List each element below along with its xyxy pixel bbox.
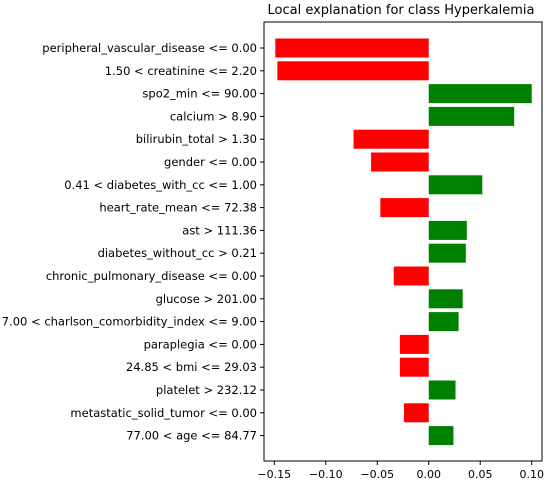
bar-1 [277, 61, 429, 81]
y-tick-label-13: paraplegia <= 0.00 [144, 337, 257, 351]
bar-17 [428, 426, 454, 446]
y-tick-label-14: 24.85 < bmi <= 29.03 [126, 360, 257, 374]
y-tick-label-2: spo2_min <= 90.00 [142, 87, 257, 101]
y-tick-label-4: bilirubin_total > 1.30 [136, 132, 257, 146]
x-axis: −0.15 −0.10 −0.05 0.00 0.05 0.10 [257, 461, 544, 481]
bar-9 [428, 243, 466, 263]
y-tick-labels: peripheral_vascular_disease <= 0.00 1.50 … [2, 41, 264, 443]
bar-0 [275, 38, 429, 58]
bar-8 [428, 220, 467, 240]
y-tick-label-9: diabetes_without_cc > 0.21 [98, 246, 257, 260]
y-tick-label-16: metastatic_solid_tumor <= 0.00 [70, 406, 257, 420]
x-tick-label-4: 0.05 [468, 468, 493, 481]
y-tick-label-8: ast > 111.36 [182, 223, 257, 237]
y-tick-label-17: 77.00 < age <= 84.77 [126, 429, 257, 443]
bar-3 [428, 106, 515, 126]
bar-16 [404, 403, 429, 423]
chart-title: Local explanation for class Hyperkalemia [268, 3, 535, 18]
bar-6 [428, 175, 483, 195]
x-tick-label-1: −0.10 [309, 468, 343, 481]
bar-2 [428, 84, 532, 104]
bar-14 [399, 357, 429, 377]
y-tick-label-0: peripheral_vascular_disease <= 0.00 [42, 41, 257, 55]
bar-5 [371, 152, 429, 172]
bar-7 [380, 198, 429, 218]
x-tick-label-3: 0.00 [416, 468, 441, 481]
y-tick-label-11: glucose > 201.00 [156, 292, 257, 306]
y-tick-label-3: calcium > 8.90 [170, 109, 257, 123]
bar-4 [353, 129, 429, 149]
y-tick-label-5: gender <= 0.00 [164, 155, 257, 169]
bar-13 [399, 334, 429, 354]
y-tick-label-12: 7.00 < charlson_comorbidity_index <= 9.0… [2, 315, 257, 329]
x-tick-label-5: 0.10 [519, 468, 544, 481]
y-tick-label-7: heart_rate_mean <= 72.38 [99, 201, 257, 215]
y-tick-label-15: platelet > 232.12 [156, 383, 257, 397]
bars-group [275, 38, 532, 446]
x-tick-label-0: −0.15 [257, 468, 291, 481]
bar-15 [428, 380, 456, 400]
y-tick-label-1: 1.50 < creatinine <= 2.20 [105, 64, 257, 78]
bar-12 [428, 312, 459, 332]
x-tick-label-2: −0.05 [360, 468, 394, 481]
bar-11 [428, 289, 463, 309]
y-tick-label-10: chronic_pulmonary_disease <= 0.00 [46, 269, 257, 283]
bar-10 [393, 266, 429, 286]
y-tick-label-6: 0.41 < diabetes_with_cc <= 1.00 [64, 178, 257, 192]
plot-frame [263, 21, 543, 462]
